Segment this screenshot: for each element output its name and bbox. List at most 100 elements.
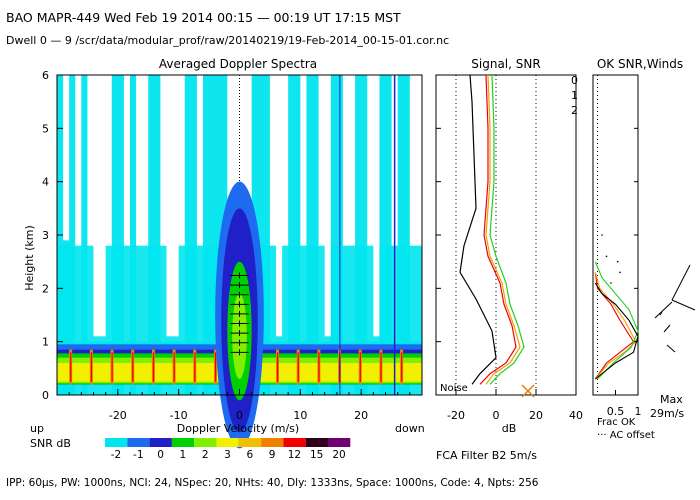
spike-core (359, 352, 361, 382)
spike-core (152, 352, 155, 382)
x-tick-label: 10 (293, 409, 307, 422)
legend-level-label: 0 (157, 449, 164, 461)
max-label: Max (660, 393, 683, 406)
white-gap (93, 75, 106, 337)
noise-x-marker (521, 384, 535, 398)
signal-x-tick-label: 40 (569, 409, 583, 422)
y-tick-label: 0 (42, 389, 49, 402)
signal-series-line (489, 74, 525, 385)
spike-core (214, 352, 217, 382)
legend-level-label: 2 (202, 449, 209, 461)
spike-core (194, 352, 196, 382)
doppler-axes: -20 -10 0 10 20 0 1 2 3 4 5 6 (42, 69, 423, 422)
y-tick-label: 3 (42, 229, 49, 242)
legend-swatch (149, 438, 172, 447)
signal-series-line (479, 74, 517, 385)
spike-core (132, 352, 134, 382)
fca-filter-label: FCA Filter B2 5m/s (436, 449, 537, 462)
white-gap (324, 75, 331, 337)
footer-params: IPP: 60μs, PW: 1000ns, NCI: 24, NSpec: 2… (6, 477, 539, 489)
ok-axes: 0.5 1 (607, 74, 642, 418)
signal-series-lines (455, 74, 537, 395)
legend-swatch (127, 438, 150, 447)
legend-swatches: -2 -1 0 1 2 3 6 9 12 15 20 (105, 438, 351, 461)
ok-series-line (594, 282, 639, 380)
signal-series-line (459, 74, 497, 385)
x-tick-label: 0 (236, 409, 243, 422)
legend-swatch (194, 438, 217, 447)
spike-core (70, 352, 72, 382)
legend-down-label: down (395, 422, 425, 435)
wind-vector (659, 311, 663, 316)
winds-plot-frame (592, 74, 639, 396)
ok-dot (619, 271, 621, 274)
white-gap (276, 75, 283, 337)
spike-core (111, 352, 113, 382)
doppler-background-bands (57, 75, 422, 395)
ok-series-line (594, 272, 637, 380)
legend-swatch (238, 438, 262, 447)
wind-vector (663, 324, 671, 333)
ok-dot (601, 234, 603, 236)
spike-core (277, 352, 279, 382)
y-tick-label: 5 (42, 122, 49, 135)
wind-vector (671, 299, 696, 311)
blob-core (232, 293, 247, 380)
signal-series-line (485, 74, 521, 385)
white-gap (373, 75, 380, 337)
spike-core (380, 352, 382, 382)
legend-swatch (105, 438, 128, 447)
white-gap (166, 75, 179, 337)
ok-x-tick-label: 1 (635, 405, 642, 418)
legend-level-label: 20 (332, 449, 345, 461)
legend-level-label: 1 (180, 449, 187, 461)
ok-dot (610, 282, 612, 284)
legend-level-label: 9 (269, 449, 276, 461)
header-line2: Dwell 0 — 9 /scr/data/modular_prof/raw/2… (6, 34, 449, 47)
spike-core (90, 352, 93, 382)
series-label-0: 0 (571, 74, 578, 87)
x-tick-label: 20 (354, 409, 368, 422)
noise-label: Noise (440, 383, 468, 394)
doppler-xlabel: Doppler Velocity (m/s) (177, 422, 299, 435)
legend-swatch (328, 438, 351, 447)
signal-plot-frame (435, 74, 577, 396)
doppler-signal-region (215, 181, 264, 449)
legend-swatch (283, 438, 306, 447)
legend-snr-label: SNR dB (30, 437, 71, 450)
signal-xlabel: dB (502, 422, 517, 435)
signal-x-tick-label: -20 (447, 409, 465, 422)
ok-dot (616, 260, 619, 263)
series-label-2: 2 (571, 104, 578, 117)
white-gap (63, 75, 70, 241)
signal-axes: -20 0 20 40 (436, 74, 583, 422)
spike-core (173, 352, 175, 382)
spike-core (318, 352, 320, 382)
series-label-1: 1 (571, 89, 578, 102)
doppler-spectra-panel: Averaged Doppler Spectra -20 -10 0 10 20 0 1 2 3… (23, 57, 423, 449)
doppler-ylabel: Height (km) (23, 225, 36, 291)
legend-swatch (171, 438, 195, 447)
ac-offset-label: ··· AC offset (597, 430, 655, 441)
signal-snr-panel: Signal, SNR -20 0 20 40 dB Noise 0 1 2 FCA … (435, 57, 583, 462)
legend-up-label: up (30, 422, 44, 435)
signal-x-tick-label: 20 (529, 409, 543, 422)
legend-level-label: 6 (246, 449, 253, 461)
snr-legend: up down SNR dB -2 -1 0 1 2 3 6 9 12 15 20 (30, 422, 425, 461)
x-tick-label: -10 (170, 409, 188, 422)
legend-swatch (216, 438, 239, 447)
legend-swatch (305, 438, 328, 447)
wind-barbs (654, 264, 696, 353)
y-tick-label: 2 (42, 282, 49, 295)
noise-band (81, 75, 88, 395)
ok-x-tick-label: 0.5 (607, 405, 625, 418)
spike-core (297, 352, 299, 382)
y-tick-label: 6 (42, 69, 49, 82)
wind-vector (666, 344, 676, 353)
legend-level-label: 3 (224, 449, 231, 461)
legend-level-label: -2 (111, 449, 121, 461)
legend-level-label: -1 (133, 449, 143, 461)
signal-x-tick-label: 0 (493, 409, 500, 422)
frac-ok-label: Frac OK (597, 417, 636, 428)
